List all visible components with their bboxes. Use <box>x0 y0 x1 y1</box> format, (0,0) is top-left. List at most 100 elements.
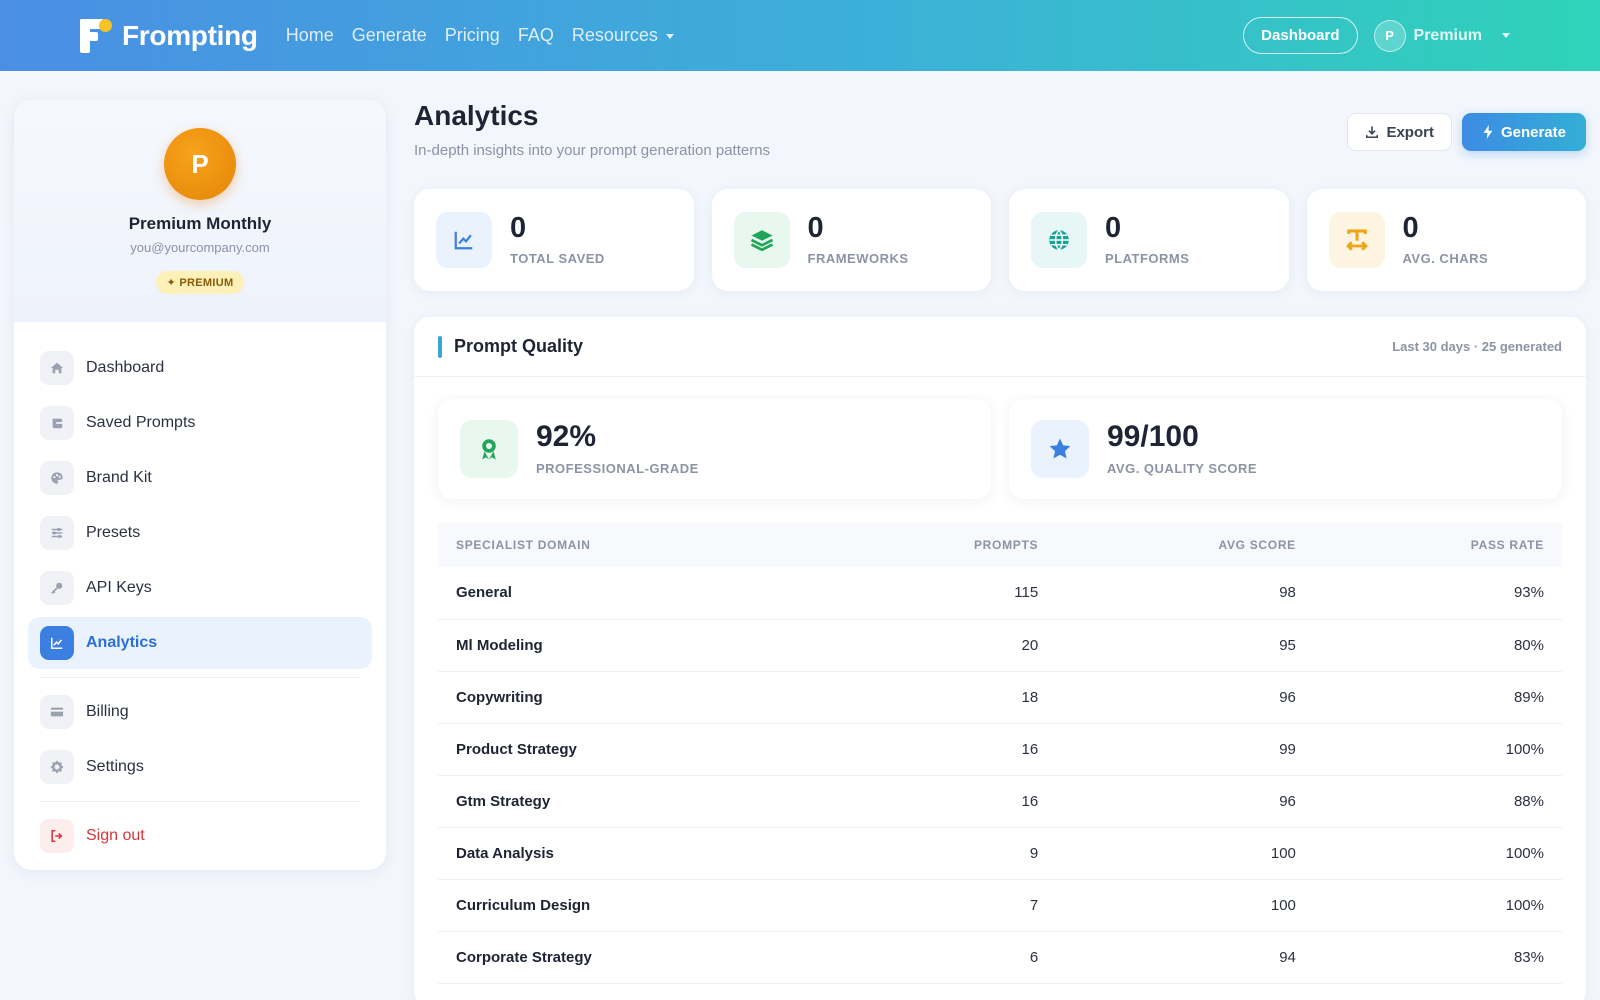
main-nav: Home Generate Pricing FAQ Resources <box>286 25 674 46</box>
header-actions: Export Generate <box>1347 113 1586 151</box>
sidebar-item-presets[interactable]: Presets <box>28 507 372 559</box>
user-menu[interactable]: P Premium <box>1373 19 1510 52</box>
column-header-pass-rate[interactable]: PASS RATE <box>1313 523 1562 567</box>
sidebar-item-billing[interactable]: Billing <box>28 686 372 738</box>
dashboard-button[interactable]: Dashboard <box>1243 17 1358 54</box>
export-label: Export <box>1386 123 1434 141</box>
chart-line-icon <box>40 626 74 660</box>
avg-score-cell: 100 <box>1056 827 1314 880</box>
prompt-quality-card: Prompt Quality Last 30 days · 25 generat… <box>414 317 1586 1000</box>
sidebar-item-label: API Keys <box>86 579 152 596</box>
section-accent-bar <box>438 335 442 358</box>
sidebar-item-sign-out[interactable]: Sign out <box>28 810 372 862</box>
top-navbar: Frompting Home Generate Pricing FAQ Reso… <box>0 0 1600 71</box>
avg-score-cell: 94 <box>1056 931 1314 984</box>
generate-label: Generate <box>1500 123 1566 141</box>
avg-score-cell: 99 <box>1056 723 1314 776</box>
stat-label: AVG. CHARS <box>1402 251 1489 266</box>
domain-cell: Corporate Strategy <box>438 931 829 984</box>
metric-professional-grade: 92% PROFESSIONAL-GRADE <box>438 399 991 499</box>
user-avatar: P <box>1373 19 1406 52</box>
table-row: Product Strategy 16 99 100% <box>438 723 1562 776</box>
export-button[interactable]: Export <box>1347 113 1452 151</box>
menu-divider <box>40 801 360 802</box>
palette-icon <box>40 461 74 495</box>
pass-rate-cell: 100% <box>1313 723 1562 776</box>
sidebar-item-api-keys[interactable]: API Keys <box>28 562 372 614</box>
prompts-cell: 20 <box>828 619 1057 672</box>
avg-score-cell: 96 <box>1056 671 1314 724</box>
avg-score-cell: 96 <box>1056 775 1314 828</box>
prompts-cell: 16 <box>828 723 1057 776</box>
table-row: Data Analysis 9 100 100% <box>438 827 1562 880</box>
menu-divider <box>40 677 360 678</box>
sidebar-item-analytics[interactable]: Analytics <box>28 617 372 669</box>
sidebar-item-brand-kit[interactable]: Brand Kit <box>28 452 372 504</box>
table-row: Ml Modeling 20 95 80% <box>438 619 1562 672</box>
sidebar-item-label: Saved Prompts <box>86 414 196 431</box>
nav-pricing[interactable]: Pricing <box>444 25 500 45</box>
chevron-down-icon <box>1502 33 1510 38</box>
page-subtitle: In-depth insights into your prompt gener… <box>414 142 771 159</box>
sidebar-item-label: Dashboard <box>86 359 165 376</box>
page-title: Analytics <box>414 100 539 131</box>
sliders-icon <box>40 516 74 550</box>
plan-name: Premium Monthly <box>128 214 272 233</box>
nav-generate[interactable]: Generate <box>351 25 427 45</box>
home-icon <box>40 351 74 385</box>
brand-link[interactable]: Frompting <box>80 18 258 53</box>
table-row: Corporate Strategy 6 94 83% <box>438 931 1562 984</box>
layers-icon <box>733 212 790 268</box>
metric-label: AVG. QUALITY SCORE <box>1107 461 1258 476</box>
chevron-down-icon <box>665 33 674 39</box>
sidebar-item-label: Presets <box>86 524 141 541</box>
bolt-icon <box>1483 125 1493 139</box>
sidebar-item-saved-prompts[interactable]: Saved Prompts <box>28 397 372 449</box>
avg-score-cell: 100 <box>1056 879 1314 932</box>
nav-faq[interactable]: FAQ <box>517 25 554 45</box>
credit-card-icon <box>40 695 74 729</box>
frompting-logo <box>80 18 112 53</box>
stat-value: 0 <box>1402 212 1419 244</box>
scroll-icon <box>40 406 74 440</box>
stat-card-total-saved: 0 TOTAL SAVED <box>414 189 694 291</box>
sidebar-item-label: Analytics <box>86 634 158 651</box>
sidebar-item-dashboard[interactable]: Dashboard <box>28 342 372 394</box>
avg-score-cell: 95 <box>1056 619 1314 672</box>
award-icon <box>460 420 518 478</box>
sidebar-item-label: Settings <box>86 758 144 775</box>
nav-resources-dropdown[interactable]: Resources <box>572 25 674 46</box>
stat-value: 0 <box>807 212 824 244</box>
column-header-domain[interactable]: SPECIALIST DOMAIN <box>438 523 829 567</box>
stat-value: 0 <box>1105 212 1122 244</box>
sign-out-icon <box>40 819 74 853</box>
metric-avg-quality-score: 99/100 AVG. QUALITY SCORE <box>1009 399 1562 499</box>
nav-home[interactable]: Home <box>285 25 334 45</box>
metric-value: 92% <box>536 420 597 453</box>
brand-name: Frompting <box>122 19 258 51</box>
sidebar-menu: Dashboard Saved Prompts Brand Kit Preset… <box>14 322 386 870</box>
table-row: Copywriting 18 96 89% <box>438 671 1562 724</box>
avatar: P <box>164 128 236 200</box>
column-header-prompts[interactable]: PROMPTS <box>828 523 1057 567</box>
domain-cell: Ml Modeling <box>438 619 829 672</box>
chart-line-icon <box>436 212 492 268</box>
generate-button[interactable]: Generate <box>1461 113 1586 151</box>
quality-metrics: 92% PROFESSIONAL-GRADE 99/100 AVG. QUALI… <box>414 377 1586 499</box>
download-icon <box>1366 126 1379 139</box>
stat-card-frameworks: 0 FRAMEWORKS <box>711 189 991 291</box>
table-row: Gtm Strategy 16 96 88% <box>438 775 1562 828</box>
page-header: Analytics In-depth insights into your pr… <box>414 100 1586 180</box>
star-icon <box>1031 420 1089 478</box>
domain-cell: Data Analysis <box>438 827 829 880</box>
domain-cell: Product Strategy <box>438 723 829 776</box>
profile-card: P Premium Monthly you@yourcompany.com ✦ … <box>14 100 386 322</box>
stat-label: TOTAL SAVED <box>510 251 605 266</box>
main-content: Analytics In-depth insights into your pr… <box>414 100 1586 1000</box>
sidebar-item-settings[interactable]: Settings <box>28 741 372 793</box>
prompt-quality-header: Prompt Quality Last 30 days · 25 generat… <box>414 317 1586 377</box>
nav-resources-label: Resources <box>571 25 658 45</box>
column-header-avg-score[interactable]: AVG SCORE <box>1056 523 1314 567</box>
premium-badge: ✦ PREMIUM <box>155 271 245 294</box>
gear-icon <box>40 750 74 784</box>
